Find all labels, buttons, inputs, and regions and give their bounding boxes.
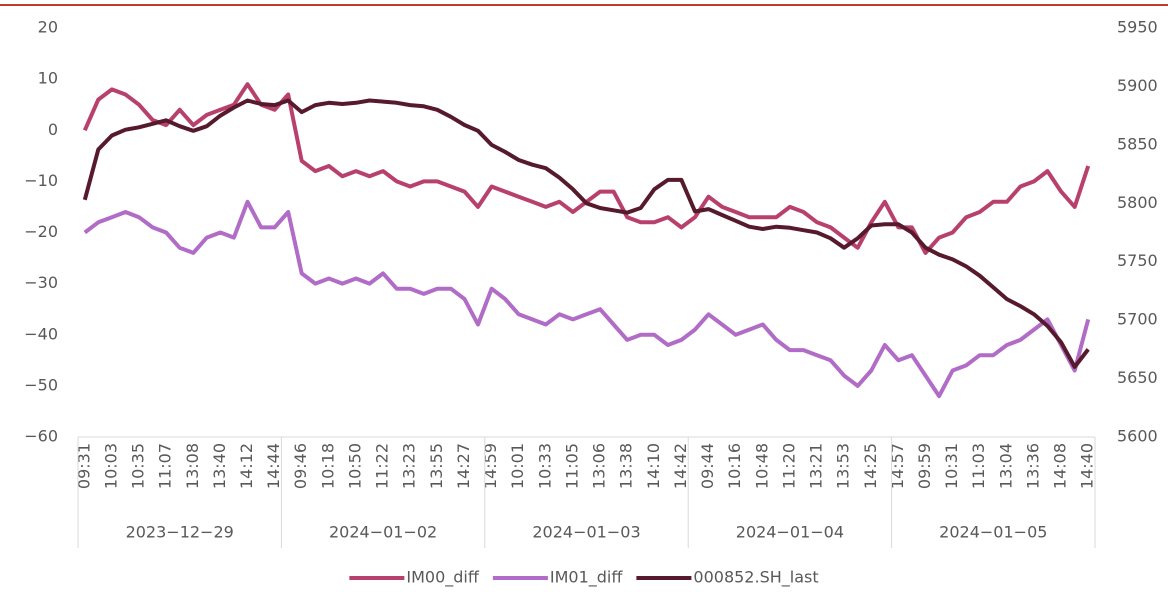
x-tick-label: 14:10 bbox=[644, 443, 663, 489]
y2-tick-label: 5850 bbox=[1117, 134, 1158, 153]
legend-label: IM00_diff bbox=[406, 568, 479, 588]
x-tick-label: 14:59 bbox=[481, 443, 500, 489]
x-tick-label: 14:57 bbox=[888, 443, 907, 489]
y2-tick-label: 5650 bbox=[1117, 368, 1158, 387]
x-tick-label: 11:20 bbox=[779, 443, 798, 489]
group-label: 2024−01−04 bbox=[736, 523, 844, 542]
x-tick-label: 10:31 bbox=[942, 443, 961, 489]
y-tick-label: −60 bbox=[24, 427, 58, 446]
x-tick-label: 14:08 bbox=[1051, 443, 1070, 489]
y-tick-label: −30 bbox=[24, 273, 58, 292]
y-tick-label: −10 bbox=[24, 171, 58, 190]
series-line bbox=[82, 82, 1091, 255]
x-tick-label: 13:53 bbox=[834, 443, 853, 489]
y2-tick-label: 5950 bbox=[1117, 18, 1158, 37]
y-tick-label: −20 bbox=[24, 222, 58, 241]
x-tick-label: 10:35 bbox=[129, 443, 148, 489]
y-tick-label: 20 bbox=[38, 18, 58, 37]
x-tick-label: 14:25 bbox=[861, 443, 880, 489]
group-label: 2024−01−03 bbox=[532, 523, 640, 542]
x-tick-label: 10:48 bbox=[752, 443, 771, 489]
x-tick-label: 10:50 bbox=[345, 443, 364, 489]
x-tick-label: 14:27 bbox=[454, 443, 473, 489]
x-tick-label: 10:18 bbox=[318, 443, 337, 489]
x-tick-label: 14:42 bbox=[671, 443, 690, 489]
y2-tick-label: 5800 bbox=[1117, 193, 1158, 212]
x-tick-label: 11:05 bbox=[562, 443, 581, 489]
series-line bbox=[83, 199, 1091, 399]
x-tick-label: 11:22 bbox=[373, 443, 392, 489]
y2-tick-label: 5750 bbox=[1117, 251, 1158, 270]
x-tick-label: 13:36 bbox=[1023, 443, 1042, 489]
group-label: 2024−01−05 bbox=[939, 523, 1047, 542]
legend-label: IM01_diff bbox=[550, 568, 623, 588]
x-tick-label: 13:40 bbox=[210, 443, 229, 489]
series-line bbox=[82, 98, 1090, 369]
x-tick-label: 10:16 bbox=[725, 443, 744, 489]
y-tick-label: −50 bbox=[24, 375, 58, 394]
y-tick-label: 10 bbox=[38, 69, 58, 88]
x-tick-label: 13:06 bbox=[590, 443, 609, 489]
x-tick-label: 13:21 bbox=[807, 443, 826, 489]
x-tick-label: 09:31 bbox=[74, 443, 93, 489]
x-tick-label: 10:01 bbox=[508, 443, 527, 489]
x-tick-label: 13:38 bbox=[617, 443, 636, 489]
x-tick-label: 13:04 bbox=[996, 443, 1015, 489]
group-label: 2024−01−02 bbox=[329, 523, 437, 542]
x-tick-label: 14:12 bbox=[237, 443, 256, 489]
x-tick-label: 14:44 bbox=[264, 443, 283, 489]
x-tick-label: 10:03 bbox=[101, 443, 120, 489]
y-tick-label: −40 bbox=[24, 324, 58, 343]
x-tick-label: 13:55 bbox=[427, 443, 446, 489]
group-label: 2023−12−29 bbox=[126, 523, 234, 542]
y-tick-label: 0 bbox=[48, 120, 58, 139]
x-tick-label: 09:59 bbox=[915, 443, 934, 489]
y2-tick-label: 5900 bbox=[1117, 76, 1158, 95]
x-tick-label: 13:23 bbox=[400, 443, 419, 489]
x-tick-label: 13:08 bbox=[183, 443, 202, 489]
x-tick-label: 09:44 bbox=[698, 443, 717, 489]
x-tick-label: 11:03 bbox=[969, 443, 988, 489]
legend-label: 000852.SH_last bbox=[693, 568, 818, 588]
x-tick-label: 10:33 bbox=[535, 443, 554, 489]
y2-tick-label: 5700 bbox=[1117, 310, 1158, 329]
x-tick-label: 11:07 bbox=[156, 443, 175, 489]
x-tick-label: 09:46 bbox=[291, 443, 310, 489]
x-tick-label: 14:40 bbox=[1078, 443, 1097, 489]
y2-tick-label: 5600 bbox=[1117, 427, 1158, 446]
